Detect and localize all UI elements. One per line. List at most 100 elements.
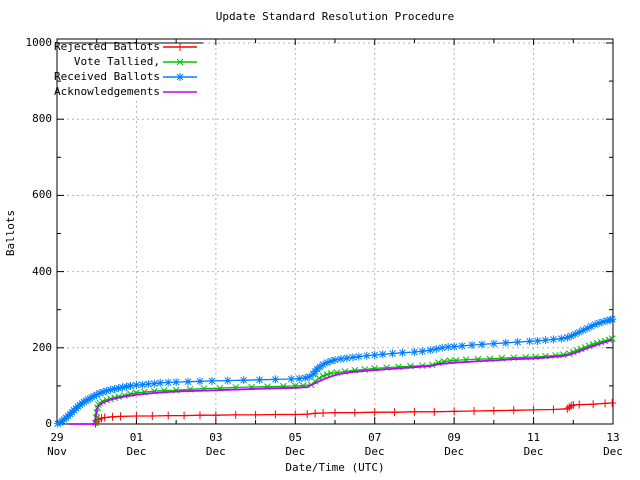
series-marker [418,347,427,356]
series-marker [450,407,459,416]
xtick-label-day-05: 05 [288,431,302,444]
series-marker [118,383,127,392]
xtick-label-month-09: Dec [444,445,465,458]
ytick-label-800: 800 [32,112,52,126]
xtick-label-day-29: 29 [50,431,64,444]
series-marker [164,378,173,387]
series-marker [83,395,92,404]
series-marker [587,322,596,331]
series-marker [53,419,62,428]
series-marker [122,382,131,391]
series-marker [126,381,135,390]
series-marker [80,397,89,406]
series-marker [108,412,117,421]
xtick-label-month-11: Dec [523,445,544,458]
series-marker [529,405,538,414]
series-line-0-rejected-ballots [94,402,613,424]
series-line-3-acknowledgements [68,338,613,425]
series-marker [172,378,181,387]
series-marker [114,384,123,393]
xtick-label-day-03: 03 [209,431,223,444]
ytick-label-1000: 1000 [25,36,53,49]
series-marker [132,381,141,390]
series-marker [354,352,363,361]
series-marker [410,347,419,356]
chart-title: Update Standard Resolution Procedure [215,10,455,23]
series-marker [601,399,610,408]
series-marker [575,400,584,409]
legend-label-rejected-ballots: Rejected Ballots [54,40,160,53]
series-marker [468,341,477,350]
series-marker [608,399,617,408]
series-marker [331,355,339,364]
series-marker [132,411,141,420]
series-marker [287,375,296,384]
legend-sample-marker [176,73,184,81]
series-marker [95,389,104,398]
series-marker [327,357,336,366]
series-marker [207,376,216,385]
ytick-label-600: 600 [32,188,52,202]
series-marker [85,394,94,403]
series-marker [533,336,542,345]
series-marker [525,337,534,346]
series-marker [438,343,447,352]
series-marker [348,353,357,362]
x-axis-title: Date/Time (UTC) [285,461,385,474]
series-marker [301,373,310,382]
xtick-label-day-01: 01 [129,431,144,444]
series-marker [223,376,232,385]
series-marker [239,376,248,385]
series-marker [315,362,324,371]
series-line-2-received-ballots [57,318,613,425]
series-marker [603,316,612,325]
series-marker [501,338,510,347]
series-marker [89,392,98,401]
series-marker [390,408,399,417]
series-marker [599,317,608,326]
series-marker [595,319,604,328]
series-marker [608,315,617,324]
series-marker [303,410,312,419]
xtick-label-month-05: Dec [285,445,306,458]
series-marker [591,320,600,329]
series-marker [255,375,264,384]
series-marker [305,372,314,381]
series-marker [575,328,584,337]
series-marker [99,387,108,396]
series-marker [549,335,558,344]
series-marker [150,379,159,388]
series-marker [231,410,240,419]
series-marker [164,411,173,420]
series-marker [362,351,371,360]
series-marker [92,390,101,399]
series-marker [444,343,453,352]
series-marker [430,407,439,416]
series-marker [184,377,193,386]
series-marker [110,384,119,393]
series-marker [450,342,459,351]
series-marker [350,408,359,417]
series-marker [100,413,109,422]
series-marker [81,396,90,405]
series-marker [398,348,407,357]
legend-sample-marker [176,58,184,66]
series-marker [549,405,558,414]
series-marker [606,315,615,324]
legend-label-acknowledgements: Acknowledgements [54,85,160,98]
series-marker [489,339,498,348]
series-marker [571,330,580,339]
series-marker [138,380,147,389]
xtick-label-day-09: 09 [447,431,461,444]
series-marker [489,406,498,415]
series-marker [311,409,320,418]
series-marker [180,411,189,420]
series-marker [419,362,426,370]
series-marker [271,410,280,419]
series-marker [291,410,300,419]
xtick-label-day-07: 07 [368,431,382,444]
series-marker [470,407,478,416]
ytick-label-200: 200 [32,340,52,354]
series-marker [567,331,576,340]
